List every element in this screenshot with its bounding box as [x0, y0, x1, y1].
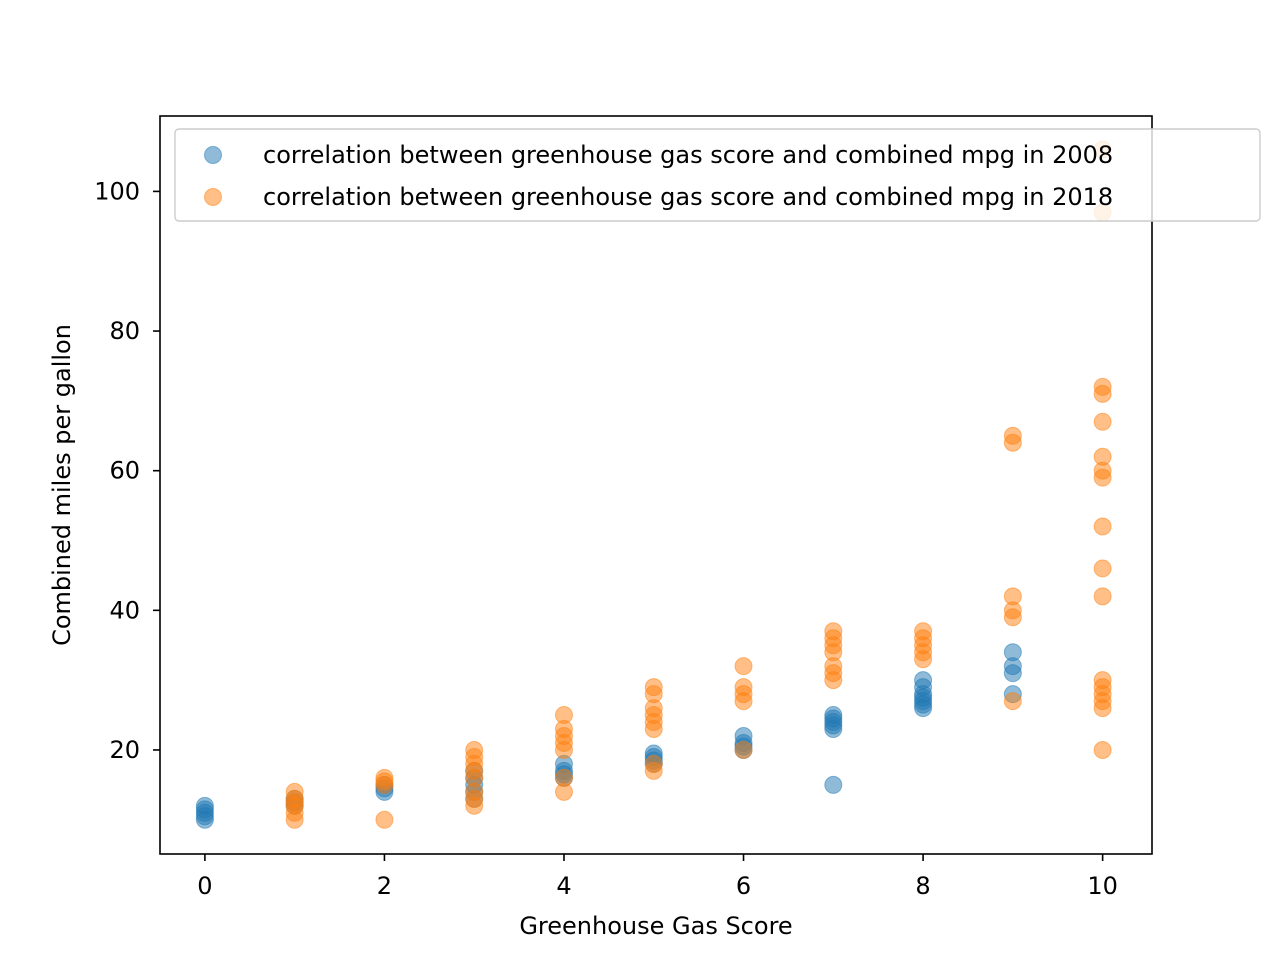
- point-series-1-5: [285, 793, 304, 812]
- point-series-1-6: [375, 810, 394, 829]
- x-tick-label-0: 0: [197, 872, 212, 900]
- plot-frame: [159, 115, 1153, 855]
- x-tick-label-5: 10: [1087, 872, 1118, 900]
- y-tick-label-0: 20: [109, 736, 140, 764]
- point-series-0-4: [195, 807, 214, 826]
- point-series-1-32: [644, 678, 663, 697]
- point-series-1-67: [1093, 447, 1112, 466]
- point-series-1-37: [734, 657, 753, 676]
- point-series-1-56: [1093, 740, 1112, 759]
- legend-marker-2018: [204, 188, 222, 206]
- y-axis-label: Combined miles per gallon: [48, 324, 76, 646]
- point-series-1-9: [375, 772, 394, 791]
- legend-marker-2008: [204, 146, 222, 164]
- point-series-1-68: [1093, 412, 1112, 431]
- point-series-1-19: [554, 768, 573, 787]
- legend-box: [174, 128, 1261, 222]
- point-series-1-55: [1003, 426, 1022, 445]
- point-series-1-53: [1003, 587, 1022, 606]
- x-tick-label-1: 2: [377, 872, 392, 900]
- x-tick-label-3: 6: [736, 872, 751, 900]
- legend: correlation between greenhouse gas score…: [174, 128, 1261, 222]
- y-tick-label-1: 40: [109, 596, 140, 624]
- legend-label-2018: correlation between greenhouse gas score…: [263, 183, 1113, 211]
- point-series-1-50: [1003, 692, 1022, 711]
- point-series-0-28: [824, 775, 843, 794]
- point-series-1-24: [554, 706, 573, 725]
- point-series-1-64: [1093, 517, 1112, 536]
- point-series-0-38: [914, 671, 933, 690]
- point-series-1-49: [914, 622, 933, 641]
- x-tick-label-2: 4: [556, 872, 571, 900]
- x-tick-label-4: 8: [915, 872, 930, 900]
- point-series-1-36: [734, 678, 753, 697]
- y-tick-label-4: 100: [94, 177, 140, 205]
- y-tick-label-2: 60: [109, 457, 140, 485]
- point-series-1-44: [824, 622, 843, 641]
- point-series-1-33: [734, 740, 753, 759]
- point-series-0-40: [914, 688, 933, 707]
- point-series-1-61: [1093, 671, 1112, 690]
- x-axis-label: Greenhouse Gas Score: [519, 912, 792, 940]
- ticks-layer: 0 2 4 6 8 10 20 40 60 80 100: [94, 177, 1118, 900]
- point-series-1-63: [1093, 559, 1112, 578]
- point-series-1-26: [644, 754, 663, 773]
- point-series-1-62: [1093, 587, 1112, 606]
- points-layer: [195, 140, 1112, 829]
- point-series-1-70: [1093, 377, 1112, 396]
- legend-label-2008: correlation between greenhouse gas score…: [263, 141, 1113, 169]
- y-tick-label-3: 80: [109, 317, 140, 345]
- point-series-0-33: [824, 709, 843, 728]
- point-series-0-44: [1003, 643, 1022, 662]
- point-series-1-17: [465, 740, 484, 759]
